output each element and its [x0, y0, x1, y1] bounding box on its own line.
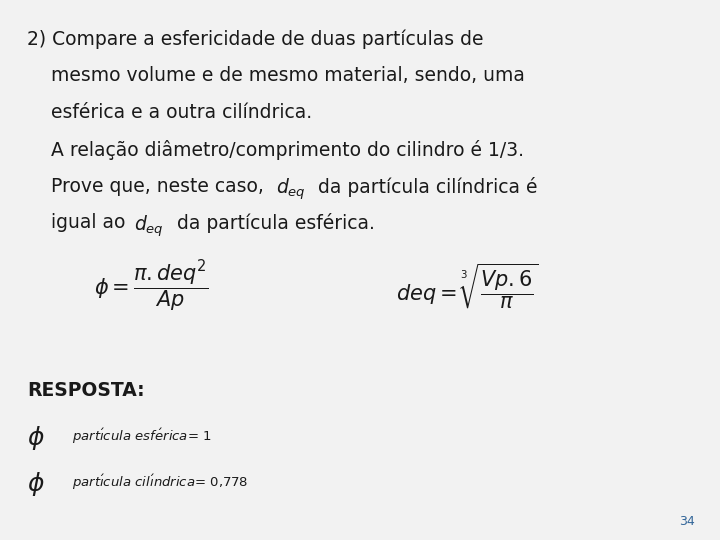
Text: 2) Compare a esfericidade de duas partículas de: 2) Compare a esfericidade de duas partíc… [27, 30, 484, 49]
Text: igual ao: igual ao [27, 213, 132, 232]
Text: $deq = \sqrt[3]{\dfrac{Vp.6}{\pi}}$: $deq = \sqrt[3]{\dfrac{Vp.6}{\pi}}$ [396, 261, 539, 311]
Text: $d_{eq}$: $d_{eq}$ [134, 213, 163, 239]
Text: esférica e a outra cilíndrica.: esférica e a outra cilíndrica. [27, 103, 312, 122]
Text: 34: 34 [679, 515, 695, 528]
Text: $\mathit{part\acute{\imath}cula\ cil\acute{\imath}ndrica}$= 0,778: $\mathit{part\acute{\imath}cula\ cil\acu… [72, 472, 248, 491]
Text: RESPOSTA:: RESPOSTA: [27, 381, 145, 400]
Text: $\mathit{part\acute{\imath}cula\ esf\acute{e}rica}$= 1: $\mathit{part\acute{\imath}cula\ esf\acu… [72, 427, 212, 446]
Text: A relação diâmetro/comprimento do cilindro é 1/3.: A relação diâmetro/comprimento do cilind… [27, 140, 524, 160]
Text: mesmo volume e de mesmo material, sendo, uma: mesmo volume e de mesmo material, sendo,… [27, 66, 525, 85]
Text: $\phi$: $\phi$ [27, 470, 45, 498]
Text: $d_{eq}$: $d_{eq}$ [276, 177, 305, 202]
Text: da partícula esférica.: da partícula esférica. [171, 213, 375, 233]
Text: $\phi$: $\phi$ [27, 424, 45, 452]
Text: $\phi = \dfrac{\pi . deq^2}{Ap}$: $\phi = \dfrac{\pi . deq^2}{Ap}$ [94, 258, 209, 314]
Text: da partícula cilíndrica é: da partícula cilíndrica é [312, 177, 537, 197]
Text: Prove que, neste caso,: Prove que, neste caso, [27, 177, 270, 195]
